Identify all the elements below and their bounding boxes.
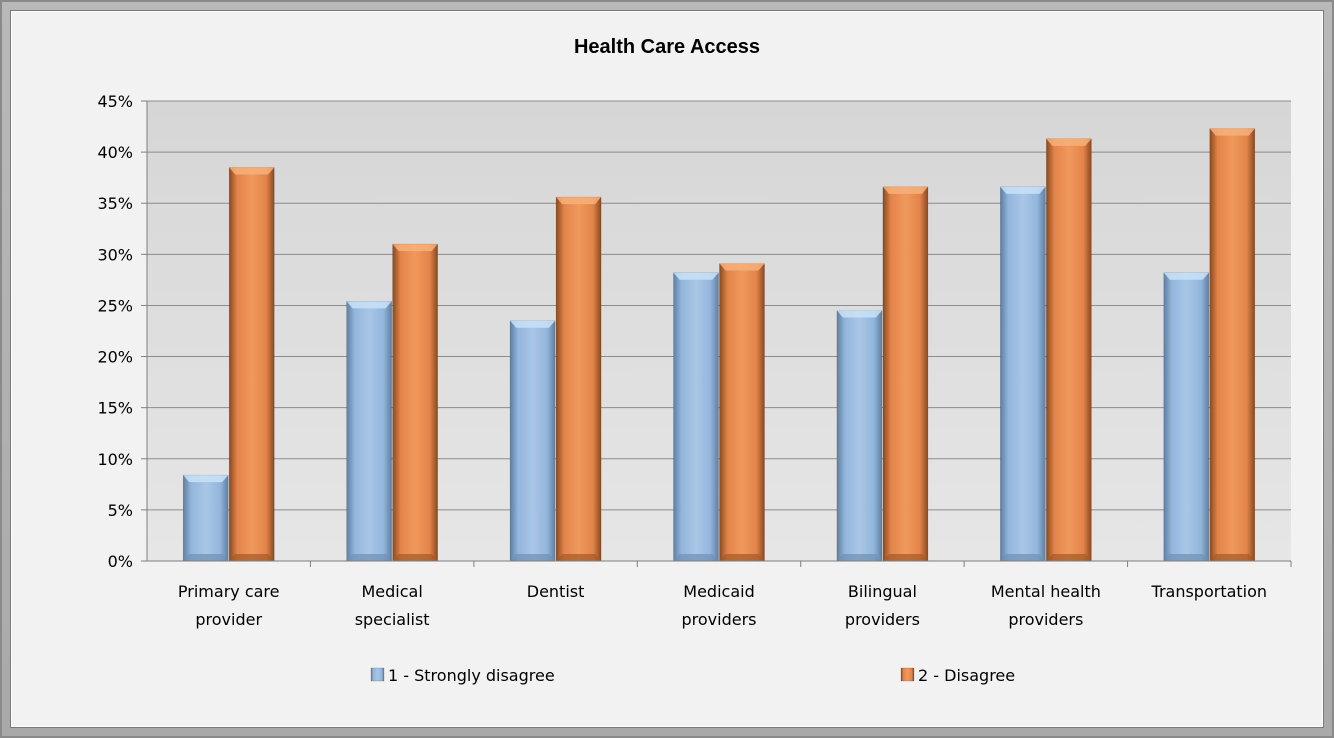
y-tick-label: 0% [108, 552, 133, 571]
bar-bottom-bevel [1046, 554, 1091, 561]
bar-top-bevel [837, 311, 882, 318]
bar-body [1000, 187, 1045, 561]
x-category-label: Medical specialist [355, 582, 430, 629]
x-category-label-line: providers [682, 610, 757, 629]
bar-strongly-disagree [1164, 273, 1209, 561]
legend: 1 - Strongly disagree 2 - Disagree [371, 666, 1015, 685]
x-axis: Primary care provider Medical specialist Den… [147, 561, 1291, 629]
bar-strongly-disagree [674, 273, 719, 561]
x-category-label-line: provider [195, 610, 262, 629]
bar-bottom-bevel [183, 554, 228, 561]
bar-top-bevel [183, 475, 228, 482]
bar-body [510, 321, 555, 561]
plot-background [147, 101, 1291, 561]
y-tick-label: 35% [97, 194, 133, 213]
x-category-label-line: Bilingual [848, 582, 917, 601]
legend-item-strongly-disagree: 1 - Strongly disagree [371, 666, 555, 685]
bar-disagree [229, 167, 274, 561]
legend-swatch [901, 668, 914, 681]
bar-top-bevel [1000, 187, 1045, 194]
bar-body [720, 264, 765, 561]
bar-bottom-bevel [393, 554, 438, 561]
chart-title: Health Care Access [574, 36, 760, 58]
x-category-label: Bilingual providers [845, 582, 920, 629]
legend-label: 2 - Disagree [918, 666, 1015, 685]
bar-bottom-bevel [510, 554, 555, 561]
bar-top-bevel [347, 301, 392, 308]
bar-disagree [1046, 139, 1091, 561]
y-tick-label: 5% [108, 501, 133, 520]
bar-bottom-bevel [1210, 554, 1255, 561]
bar-body [229, 167, 274, 561]
legend-swatch [371, 668, 384, 681]
bar-top-bevel [229, 167, 274, 174]
bar-body [837, 311, 882, 561]
bar-disagree [720, 264, 765, 561]
bar-body [1164, 273, 1209, 561]
bar-bottom-bevel [229, 554, 274, 561]
x-category-label-line: Dentist [527, 582, 585, 601]
bar-body [347, 301, 392, 561]
y-tick-label: 25% [97, 296, 133, 315]
legend-label: 1 - Strongly disagree [388, 666, 555, 685]
bar-disagree [393, 244, 438, 561]
bar-disagree [1210, 129, 1255, 561]
bar-strongly-disagree [1000, 187, 1045, 561]
y-tick-label: 15% [97, 399, 133, 418]
x-category-label-line: specialist [355, 610, 430, 629]
x-category-label-line: providers [845, 610, 920, 629]
bar-body [183, 475, 228, 561]
bar-body [1210, 129, 1255, 561]
bar-body [556, 197, 601, 561]
x-category-label-line: Primary care [178, 582, 280, 601]
x-category-label-line: Mental health [991, 582, 1101, 601]
bar-bottom-bevel [883, 554, 928, 561]
bar-top-bevel [1164, 273, 1209, 280]
bar-top-bevel [1046, 139, 1091, 146]
bar-bottom-bevel [674, 554, 719, 561]
bar-bottom-bevel [347, 554, 392, 561]
bar-disagree [883, 187, 928, 561]
bar-strongly-disagree [347, 301, 392, 561]
x-category-label-line: providers [1008, 610, 1083, 629]
y-tick-label: 40% [97, 143, 133, 162]
x-category-label: Mental health providers [991, 582, 1101, 629]
bar-bottom-bevel [1000, 554, 1045, 561]
bar-body [674, 273, 719, 561]
bar-bottom-bevel [720, 554, 765, 561]
bar-strongly-disagree [510, 321, 555, 561]
bar-bottom-bevel [1164, 554, 1209, 561]
bar-top-bevel [556, 197, 601, 204]
plot-area [147, 101, 1291, 561]
x-category-label-line: Medical [361, 582, 422, 601]
bar-top-bevel [720, 264, 765, 271]
x-category-label: Medicaid providers [682, 582, 757, 629]
x-category-label-line: Medicaid [683, 582, 754, 601]
bar-strongly-disagree [183, 475, 228, 561]
x-category-label-line: Transportation [1151, 582, 1268, 601]
bar-bottom-bevel [837, 554, 882, 561]
bar-top-bevel [393, 244, 438, 251]
bar-body [883, 187, 928, 561]
bar-bottom-bevel [556, 554, 601, 561]
bar-body [393, 244, 438, 561]
y-tick-label: 45% [97, 92, 133, 111]
y-axis: 0% 5% 10% 15% 20% 25% 30% 35% 40% 45% [97, 92, 147, 571]
x-category-label: Dentist [527, 582, 585, 601]
bar-top-bevel [674, 273, 719, 280]
y-tick-label: 30% [97, 245, 133, 264]
y-tick-label: 10% [97, 450, 133, 469]
bar-top-bevel [883, 187, 928, 194]
legend-item-disagree: 2 - Disagree [901, 666, 1015, 685]
x-category-label: Transportation [1151, 582, 1268, 601]
bar-disagree [556, 197, 601, 561]
bar-body [1046, 139, 1091, 561]
bar-top-bevel [1210, 129, 1255, 136]
bar-top-bevel [510, 321, 555, 328]
bar-strongly-disagree [837, 311, 882, 561]
y-tick-label: 20% [97, 348, 133, 367]
x-category-label: Primary care provider [178, 582, 280, 629]
